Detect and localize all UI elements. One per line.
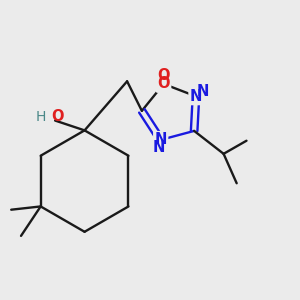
Text: O: O xyxy=(158,76,170,92)
Text: N: N xyxy=(153,140,165,154)
Text: N: N xyxy=(154,132,167,147)
Text: N: N xyxy=(197,84,209,99)
Text: N: N xyxy=(190,89,202,104)
Text: H: H xyxy=(35,110,46,124)
Text: O: O xyxy=(158,68,170,83)
Text: O: O xyxy=(52,109,64,124)
